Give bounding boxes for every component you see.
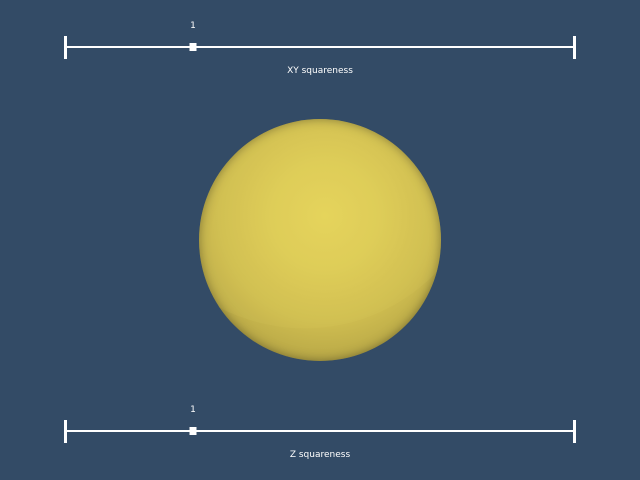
xy-squareness-slider[interactable]: 1 XY squareness bbox=[64, 18, 576, 78]
slider-track[interactable] bbox=[66, 46, 574, 48]
z-squareness-slider[interactable]: 1 Z squareness bbox=[64, 402, 576, 462]
slider-right-endcap bbox=[573, 420, 576, 443]
slider-handle[interactable] bbox=[189, 43, 197, 51]
slider-handle[interactable] bbox=[189, 427, 197, 435]
superquadric-sphere[interactable] bbox=[199, 119, 441, 361]
slider-value: 1 bbox=[190, 405, 196, 415]
slider-track[interactable] bbox=[66, 430, 574, 432]
slider-label: XY squareness bbox=[287, 66, 353, 76]
slider-label: Z squareness bbox=[289, 450, 351, 460]
slider-value: 1 bbox=[190, 21, 196, 31]
sphere-shading bbox=[199, 119, 441, 361]
slider-right-endcap bbox=[573, 36, 576, 59]
slider-left-endcap bbox=[64, 36, 67, 59]
slider-left-endcap bbox=[64, 420, 67, 443]
